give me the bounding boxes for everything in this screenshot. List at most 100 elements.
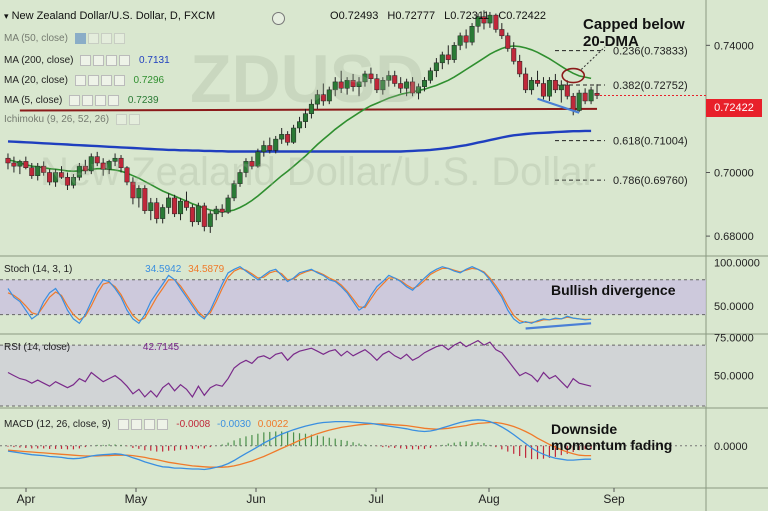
ma20-value: 0.7296 [133,75,165,86]
macd-hist-value: -0.0008 [176,419,211,430]
candle-body [302,113,308,122]
settings-icon[interactable] [82,95,94,107]
candle-body [29,167,35,176]
candle-body [570,95,576,111]
candle-body [564,84,570,97]
candle-body [529,80,535,91]
visibility-eye-icon[interactable] [115,114,127,126]
ichimoku-label: Ichimoku (9, 26, 52, 26) [4,114,110,125]
capped-highlight-ellipse [561,67,586,84]
ma50-label: MA (50, close) [4,33,68,44]
settings-icon[interactable] [128,114,140,126]
current-price-badge: 0.72422 [706,99,762,117]
stoch-d-value: 34.5879 [188,264,225,275]
candle-body [475,16,481,27]
more-icon[interactable] [108,95,120,107]
add-icon[interactable] [100,75,112,87]
candle-body [314,94,320,105]
low-label: L [444,10,451,22]
candle-body [166,197,172,208]
candle-body [183,200,189,208]
visibility-eye-icon[interactable] [117,419,129,431]
x-axis-month-label: Jun [246,492,265,506]
candle-body [207,213,213,227]
indicator-ma5[interactable]: MA (5, close) 0.7239 [4,95,159,107]
candle-body [576,92,582,111]
add-icon[interactable] [143,419,155,431]
candle-body [338,81,344,89]
candle-body [106,161,112,170]
candle-body [5,157,11,164]
candle-body [195,205,201,223]
candle-body [588,89,594,102]
indicator-ichimoku[interactable]: Ichimoku (9, 26, 52, 26) [4,114,142,126]
settings-gear-icon[interactable] [272,12,285,25]
candle-body [368,73,374,79]
add-icon[interactable] [95,95,107,107]
add-icon[interactable] [100,33,112,45]
visibility-eye-icon[interactable] [80,55,92,67]
settings-icon[interactable] [87,33,99,45]
rsi-label: RSI (14, close) [4,342,71,353]
rsi-band [0,345,706,406]
ma200-line [7,129,592,153]
candle-body [59,172,65,178]
candle-body [439,54,445,64]
candle-body [398,83,404,89]
settings-icon[interactable] [87,75,99,87]
candle-body [451,45,457,60]
candle-body [267,145,273,151]
macd-label: MACD (12, 26, close, 9) [4,419,111,430]
candle-body [94,156,100,164]
macd-signal-value: 0.0022 [257,419,289,430]
visibility-eye-icon[interactable] [69,95,81,107]
visibility-eye-icon[interactable] [74,33,86,45]
stoch-divergence-line [525,322,592,330]
candle-body [416,86,422,94]
annotation-bullish: Bullish divergence [551,282,676,298]
candle-body [41,165,47,173]
candle-body [332,81,338,91]
price-tick-label: 0.70000 [714,168,754,180]
candle-body [255,151,261,167]
indicator-ma50[interactable]: MA (50, close) [4,33,127,45]
more-icon[interactable] [156,419,168,431]
macd-value: -0.0030 [216,419,251,430]
candle-body [540,83,546,97]
candle-body [523,73,529,91]
candle-body [517,60,523,75]
settings-icon[interactable] [130,419,142,431]
candle-body [427,70,433,81]
toggle-chevron-icon[interactable]: ▾ [4,11,9,21]
more-icon[interactable] [113,33,125,45]
candle-body [70,177,76,186]
candle-body [172,197,178,215]
rsi-line [7,339,592,398]
indicator-ma20[interactable]: MA (20, close) 0.7296 [4,75,165,87]
candle-body [47,172,53,183]
more-icon[interactable] [119,55,131,67]
visibility-eye-icon[interactable] [74,75,86,87]
candle-body [546,80,552,97]
ma20-label: MA (20, close) [4,75,68,86]
fib-level-label: 0.382(0.72752) [613,80,688,92]
add-icon[interactable] [106,55,118,67]
candle-body [558,84,564,91]
candle-body [487,14,493,24]
candle-body [17,161,23,167]
candle-body [386,75,392,81]
settings-icon[interactable] [93,55,105,67]
ma5-label: MA (5, close) [4,95,63,106]
candle-body [88,156,94,172]
more-icon[interactable] [113,75,125,87]
annotation-capped: Capped below 20-DMA [583,16,685,50]
watermark-ticker: ZDUSD [190,41,425,117]
indicator-ma200[interactable]: MA (200, close) 0.7131 [4,55,170,67]
low-value: 0.72311 [450,10,490,22]
stoch-tick-label: 50.0000 [714,301,754,313]
candle-body [320,94,326,102]
candle-body [594,92,600,96]
candle-body [148,202,154,211]
fib-level-label: 0.236(0.73833) [613,46,688,58]
